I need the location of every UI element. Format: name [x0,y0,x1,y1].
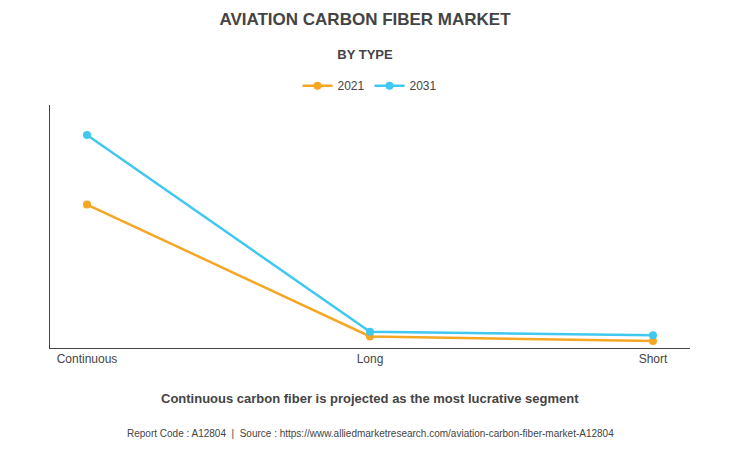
svg-text:Report Code : A12804 | Sourc: Report Code : A12804 | Source : https://… [127,428,614,439]
svg-text:2021: 2021 [338,79,365,93]
svg-text:2031: 2031 [410,79,437,93]
svg-text:Long: Long [357,352,384,366]
svg-text:Continuous carbon fiber is pro: Continuous carbon fiber is projected as … [161,391,579,406]
svg-text:Continuous: Continuous [57,352,118,366]
svg-text:AVIATION CARBON FIBER MARKET: AVIATION CARBON FIBER MARKET [219,10,511,29]
svg-text:BY TYPE: BY TYPE [337,47,393,62]
svg-text:Short: Short [639,352,668,366]
